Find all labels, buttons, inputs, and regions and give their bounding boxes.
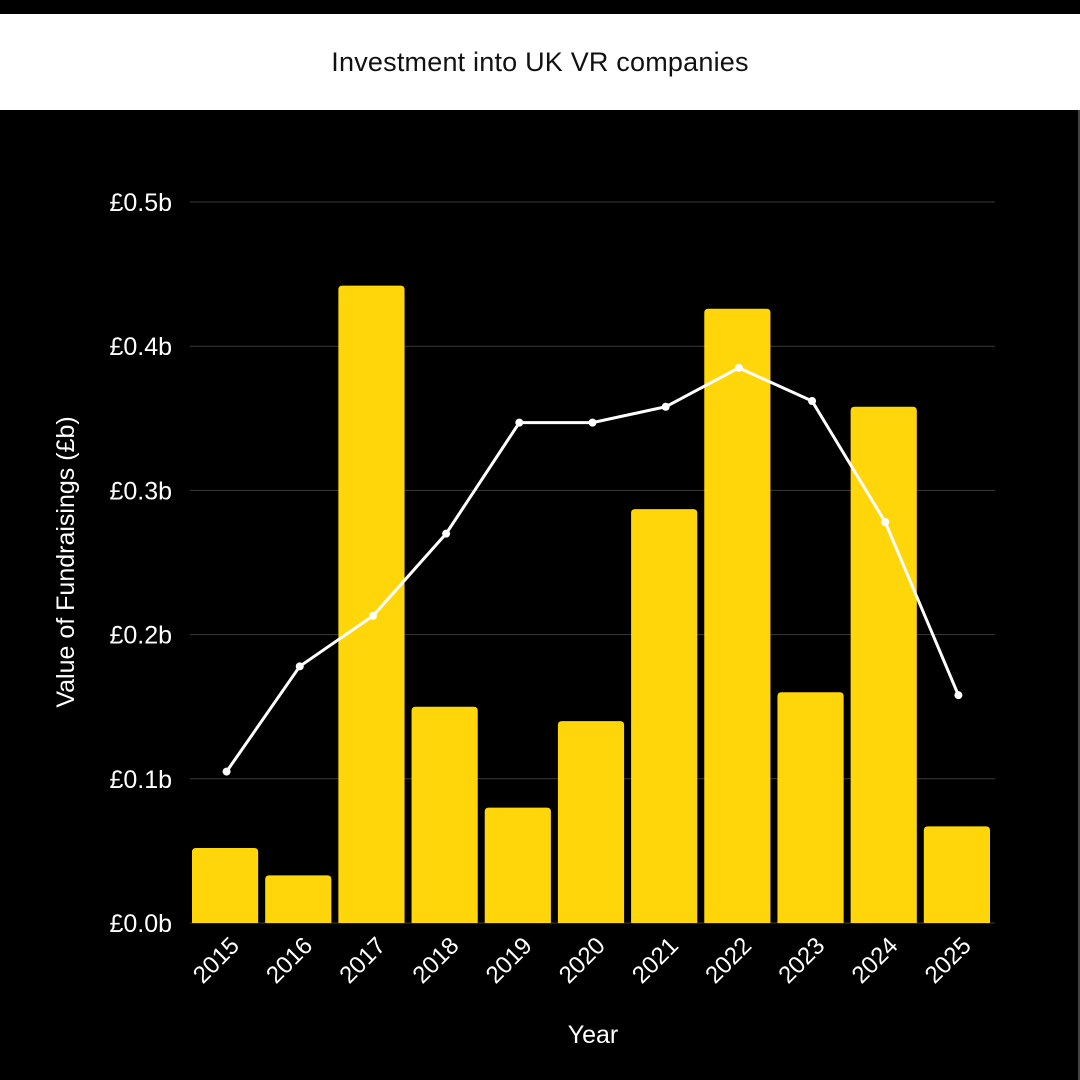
bar-2015: [192, 848, 259, 923]
line-point: [954, 691, 963, 700]
y-tick-label: £0.4b: [109, 333, 172, 361]
bar-2017: [338, 285, 405, 923]
line-point: [368, 611, 377, 620]
bar-2021: [631, 509, 698, 923]
x-tick-label: 2020: [554, 932, 611, 989]
chart-title: Investment into UK VR companies: [331, 46, 749, 77]
x-tick-label: 2018: [408, 932, 465, 989]
x-tick-label: 2019: [481, 932, 538, 989]
bar-2018: [411, 706, 478, 923]
line-series: [222, 363, 963, 776]
line-point: [515, 418, 524, 427]
bar-2016: [265, 875, 332, 923]
bar-2019: [484, 807, 551, 923]
bar-2022: [704, 308, 771, 923]
x-tick-label: 2017: [334, 932, 391, 989]
y-axis-label: Value of Fundraisings (£b): [52, 416, 80, 707]
x-tick-label: 2023: [773, 932, 830, 989]
bar-2025: [923, 826, 990, 923]
title-band: Investment into UK VR companies: [0, 14, 1080, 110]
y-tick-label: £0.1b: [109, 766, 172, 794]
x-tick-label: 2016: [261, 932, 318, 989]
x-tick-label: 2022: [700, 932, 757, 989]
bar-series: [192, 285, 990, 923]
line-point: [881, 518, 890, 527]
frame-edge: [1078, 110, 1080, 1080]
x-tick-label: 2024: [847, 932, 904, 989]
line-point: [588, 418, 597, 427]
trend-line: [225, 366, 960, 773]
line-point: [661, 402, 670, 411]
bar-2020: [557, 721, 625, 923]
y-tick-label: £0.3b: [109, 477, 172, 505]
line-point: [808, 396, 817, 405]
y-tick-label: £0.2b: [109, 622, 172, 650]
y-tick-label: £0.5b: [109, 189, 172, 217]
line-point: [734, 363, 743, 372]
line-point: [222, 767, 231, 776]
x-tick-label: 2025: [920, 932, 977, 989]
bar-2023: [777, 692, 844, 923]
y-tick-label: £0.0b: [109, 910, 172, 938]
y-axis-ticks: £0.0b £0.1b £0.2b £0.3b £0.4b £0.5b: [109, 189, 172, 938]
x-axis-label: Year: [568, 1021, 619, 1049]
x-axis-ticks: 2015 2016 2017 2018 2019 2020 2021 2022 2023 2024…: [188, 932, 977, 989]
x-tick-label: 2015: [188, 932, 245, 989]
line-point: [295, 662, 304, 671]
line-point: [442, 529, 451, 538]
x-tick-label: 2021: [627, 932, 684, 989]
bar-2024: [850, 406, 917, 923]
